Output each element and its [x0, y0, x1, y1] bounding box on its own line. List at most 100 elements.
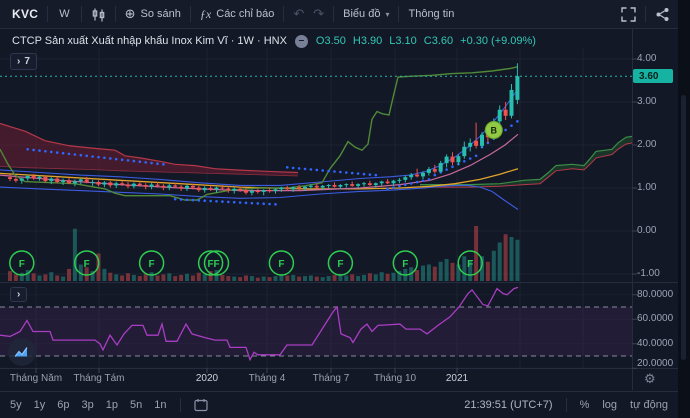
chevron-down-icon: ▾ [385, 9, 390, 19]
range-button-1y[interactable]: 1y [33, 399, 46, 411]
fibonacci-event-marker[interactable]: F [9, 250, 35, 276]
current-price-badge: 3.60 [633, 69, 673, 83]
symbol-button[interactable]: KVC [12, 7, 39, 21]
price-tick-label: 2.00 [637, 139, 657, 150]
toolbar-separator [114, 6, 116, 22]
fullscreen-icon [621, 6, 636, 22]
svg-text:F: F [149, 259, 155, 270]
svg-text:F: F [467, 259, 473, 270]
candlestick-icon [92, 8, 104, 21]
range-button-3p[interactable]: 3p [81, 399, 94, 411]
log-scale-button[interactable]: log [602, 399, 618, 411]
scrollbar[interactable] [681, 95, 686, 360]
range-button-6p[interactable]: 6p [57, 399, 70, 411]
range-button-5n[interactable]: 5n [130, 399, 143, 411]
close-value: C3.60 [423, 35, 454, 47]
fibonacci-event-marker[interactable]: F [197, 250, 224, 276]
percent-scale-button[interactable]: % [579, 399, 590, 411]
compare-button[interactable]: ⊕ So sánh [124, 6, 181, 21]
go-to-date-button[interactable] [193, 398, 208, 412]
axis-settings-gear-icon[interactable]: ⚙ [644, 371, 656, 386]
bottom-toolbar: 5y 1y 6p 3p 1p 5n 1n 21:39:51 (UTC+7) % log tự… [0, 391, 678, 418]
range-button-1n[interactable]: 1n [154, 399, 167, 411]
low-value: L3.10 [389, 35, 417, 47]
toolbar-separator [47, 6, 49, 22]
chevron-right-icon: › [17, 56, 21, 67]
range-buttons: 5y 1y 6p 3p 1p 5n 1n [10, 399, 167, 411]
clock[interactable]: 21:39:51 (UTC+7) [464, 399, 553, 411]
price-tick-label: 4.00 [637, 53, 657, 64]
price-tick-label: 1.00 [637, 182, 657, 193]
time-axis-label: 2020 [195, 373, 219, 384]
time-axis-label: Tháng Năm [9, 373, 63, 384]
interval-button[interactable]: W [59, 8, 70, 20]
toolbar-separator [645, 6, 646, 22]
hidden-indicators-button[interactable]: › 7 [10, 53, 37, 70]
fibonacci-event-marker[interactable]: F [138, 250, 165, 276]
fibonacci-event-marker[interactable]: F [457, 250, 483, 276]
fibonacci-event-marker[interactable]: F [203, 250, 230, 276]
svg-text:F: F [19, 259, 25, 270]
page-edge-strip [678, 0, 690, 418]
bottombar-separator [179, 398, 181, 412]
chevron-right-icon: › [17, 289, 21, 300]
rsi-tick-label: 80.0000 [637, 288, 674, 300]
svg-text:F: F [84, 259, 90, 270]
chart-menu-button[interactable]: Biểu đồ ▾ [343, 8, 390, 20]
redo-button[interactable]: ↷ [313, 6, 325, 21]
platform-logo[interactable] [8, 338, 36, 366]
rsi-collapse-button[interactable]: › [10, 287, 28, 302]
svg-text:B: B [491, 125, 498, 135]
time-axis-label: Tháng 10 [373, 373, 417, 384]
indicators-button[interactable]: ƒx Các chỉ báo [199, 6, 275, 21]
toolbar-separator [283, 6, 285, 22]
calendar-icon [193, 399, 208, 412]
price-tick-label: 3.00 [637, 96, 657, 107]
symbol-title[interactable]: CTCP Sản xuất Xuất nhập khẩu Inox Kim Vĩ… [12, 35, 287, 47]
time-axis-label: 2021 [445, 373, 469, 384]
auto-scale-button[interactable]: tự động [630, 399, 668, 411]
fullscreen-button[interactable] [621, 6, 636, 22]
ohlc-values: O3.50 H3.90 L3.10 C3.60 +0.30 (+9.09%) [316, 35, 536, 47]
price-tick-label: 0.00 [637, 225, 657, 236]
time-axis-label: Tháng 4 [248, 373, 286, 384]
toolbar-separator [398, 6, 400, 22]
toolbar-separator [80, 6, 82, 22]
fibonacci-event-marker[interactable]: F [327, 250, 354, 276]
chart-style-button[interactable] [91, 7, 106, 22]
logo-mountain-icon [14, 347, 28, 357]
svg-text:F: F [278, 259, 284, 270]
hidden-indicators-count: 7 [24, 56, 30, 67]
range-button-1p[interactable]: 1p [105, 399, 118, 411]
share-icon [656, 7, 669, 21]
svg-text:F: F [213, 259, 219, 270]
fibonacci-event-marker[interactable]: F [268, 250, 295, 276]
high-value: H3.90 [352, 35, 383, 47]
hide-series-icon[interactable]: – [294, 34, 308, 48]
svg-text:F: F [337, 259, 343, 270]
rsi-tick-label: 20.0000 [637, 358, 674, 369]
rsi-tick-label: 40.0000 [637, 337, 674, 349]
info-button[interactable]: Thông tin [408, 8, 455, 20]
rsi-tick-label: 60.0000 [637, 313, 674, 325]
undo-button[interactable]: ↶ [293, 6, 305, 21]
top-toolbar: KVC W ⊕ So sánh ƒx Các chỉ báo ↶ ↷ Biểu [0, 0, 678, 29]
change-value: +0.30 (+9.09%) [460, 35, 536, 47]
open-value: O3.50 [315, 35, 346, 47]
time-axis-label: Tháng Tám [73, 373, 125, 384]
toolbar-separator [189, 6, 191, 22]
time-axis-label: Tháng 7 [312, 373, 350, 384]
svg-text:F: F [208, 259, 214, 270]
buy-signal-marker[interactable]: B [484, 120, 503, 139]
toolbar-separator [333, 6, 335, 22]
bottombar-separator [565, 398, 567, 412]
svg-text:F: F [402, 259, 408, 270]
plus-circle-icon: ⊕ [124, 6, 136, 21]
chart-legend: CTCP Sản xuất Xuất nhập khẩu Inox Kim Vĩ… [12, 34, 536, 48]
fibonacci-event-marker[interactable]: F [392, 250, 419, 276]
fibonacci-event-marker[interactable]: F [73, 250, 100, 276]
share-button[interactable] [655, 7, 670, 22]
range-button-5y[interactable]: 5y [10, 399, 22, 411]
